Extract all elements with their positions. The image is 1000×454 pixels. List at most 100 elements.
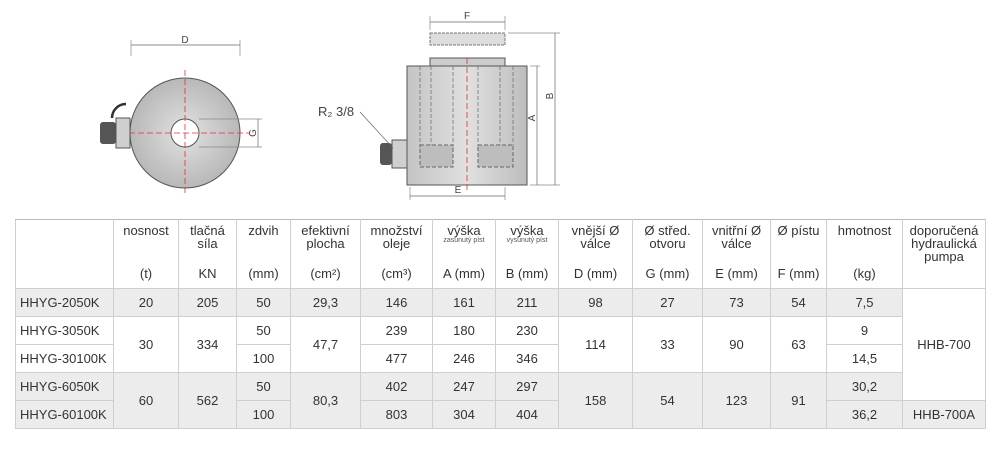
coupler — [391, 139, 408, 169]
table-cell: 803 — [360, 400, 433, 429]
table-cell: 73 — [702, 288, 771, 317]
header-title: hmotnost — [837, 223, 892, 238]
header-cell: Ø pístu F (mm) — [770, 219, 827, 289]
header-row: nosnost (t) tlačná síla KN zdvih (mm) efektivn… — [15, 219, 986, 289]
table-cell: 404 — [495, 400, 559, 429]
table-cell: 304 — [432, 400, 496, 429]
header-unit: (t) — [139, 266, 153, 281]
dimension-label: D — [181, 35, 188, 46]
table-cell: 29,3 — [290, 288, 361, 317]
header-cell: vnější Ø válce D (mm) — [558, 219, 633, 289]
table-cell: 30 — [113, 316, 179, 373]
table-cell: 50 — [236, 372, 291, 401]
dimension-label: F — [464, 11, 470, 22]
header-title: výška — [447, 223, 481, 238]
table-cell: 20 — [113, 288, 179, 317]
spec-table: nosnost (t) tlačná síla KN zdvih (mm) efektivn… — [15, 219, 986, 429]
table-cell: 346 — [495, 344, 559, 373]
header-title: výška — [510, 223, 544, 238]
table-cell: 54 — [632, 372, 703, 429]
header-content: nosnost (t) — [116, 220, 176, 286]
header-cell: vnitřní Ø válce E (mm) — [702, 219, 771, 289]
table-cell: HHYG-2050K — [15, 288, 114, 317]
header-cell: tlačná síla KN — [178, 219, 237, 289]
table-cell: 246 — [432, 344, 496, 373]
header-top: Ø pístu — [773, 224, 824, 237]
header-cell: Ø střed. otvoru G (mm) — [632, 219, 703, 289]
table-cell: 33 — [632, 316, 703, 373]
table-cell: 47,7 — [290, 316, 361, 373]
top-view: D G — [100, 35, 262, 196]
header-cell: hmotnost (kg) — [826, 219, 903, 289]
leader-line — [359, 111, 394, 149]
header-title: zdvih — [248, 223, 279, 238]
header-content: doporučená hydraulická pumpa — [905, 220, 983, 286]
side-view: F B A E R₂ 3/8 — [318, 11, 560, 200]
header-title: množství oleje — [370, 223, 423, 251]
header-cell: množství oleje (cm³) — [360, 219, 433, 289]
table-cell: HHYG-60100K — [15, 400, 114, 429]
header-title: nosnost — [123, 223, 169, 238]
table-cell: 98 — [558, 288, 633, 317]
header-top: vnitřní Ø válce — [705, 224, 768, 250]
table-cell: 9 — [826, 316, 903, 345]
header-top: množství oleje — [363, 224, 430, 250]
row: HHYG-6050K 60 562 50 80,3 402 247 297 158 54 123 91… — [15, 372, 986, 429]
table-cell: 50 — [236, 316, 291, 345]
header-note: vysunutý píst — [506, 237, 548, 244]
technical-drawing: D G F B A E — [100, 11, 560, 200]
coupler — [100, 122, 116, 144]
header-unit: (cm²) — [310, 266, 341, 281]
table-cell: 63 — [770, 316, 827, 373]
header-unit: KN — [198, 266, 217, 281]
header-unit: F (mm) — [777, 266, 820, 281]
table-cell: 158 — [558, 372, 633, 429]
table-cell: 7,5 — [826, 288, 903, 317]
thread-label: R₂ 3/8 — [318, 104, 354, 119]
header-top: efektivní plocha — [293, 224, 358, 250]
piston — [429, 57, 506, 67]
header-content: výška vysunutý píst B (mm) — [498, 220, 556, 286]
coupler — [380, 143, 392, 165]
piston-extended — [429, 32, 506, 46]
header-cell: efektivní plocha (cm²) — [290, 219, 361, 289]
table-cell: 180 — [432, 316, 496, 345]
table-cell: 477 — [360, 344, 433, 373]
header-cell: nosnost (t) — [113, 219, 179, 289]
header-content: hmotnost (kg) — [829, 220, 900, 286]
dimension-label: E — [455, 185, 462, 196]
header-unit: G (mm) — [645, 266, 690, 281]
header-content: tlačná síla KN — [181, 220, 234, 286]
table-cell: 54 — [770, 288, 827, 317]
table-cell: 239 — [360, 316, 433, 345]
header-content: vnější Ø válce D (mm) — [561, 220, 630, 286]
table-cell: 334 — [178, 316, 237, 373]
header-unit: E (mm) — [715, 266, 758, 281]
table-cell: 247 — [432, 372, 496, 401]
header-unit: B (mm) — [505, 266, 549, 281]
dimension-label: G — [248, 129, 259, 137]
header-top: tlačná síla — [181, 224, 234, 250]
header-content: množství oleje (cm³) — [363, 220, 430, 286]
row: HHYG-30100K 100 477 246 346 14,5 — [15, 344, 986, 373]
dimension-label: A — [527, 114, 538, 121]
table-cell: 91 — [770, 372, 827, 429]
table-cell: 230 — [495, 316, 559, 345]
table-cell: 60 — [113, 372, 179, 429]
table-cell: HHB-700A — [902, 400, 986, 429]
table-cell: 562 — [178, 372, 237, 429]
header-title: doporučená hydraulická pumpa — [909, 223, 979, 264]
table-cell: 146 — [360, 288, 433, 317]
header-cell: výška zasunutý píst A (mm) — [432, 219, 496, 289]
table-cell: HHYG-30100K — [15, 344, 114, 373]
table-cell: 211 — [495, 288, 559, 317]
table-cell: 30,2 — [826, 372, 903, 401]
table-cell: 90 — [702, 316, 771, 373]
header-cell: doporučená hydraulická pumpa — [902, 219, 986, 289]
header-top: výška zasunutý píst — [435, 224, 493, 245]
header-content: efektivní plocha (cm²) — [293, 220, 358, 286]
table-cell: 50 — [236, 288, 291, 317]
header-title: Ø střed. otvoru — [644, 223, 691, 251]
header-top: hmotnost — [829, 224, 900, 237]
